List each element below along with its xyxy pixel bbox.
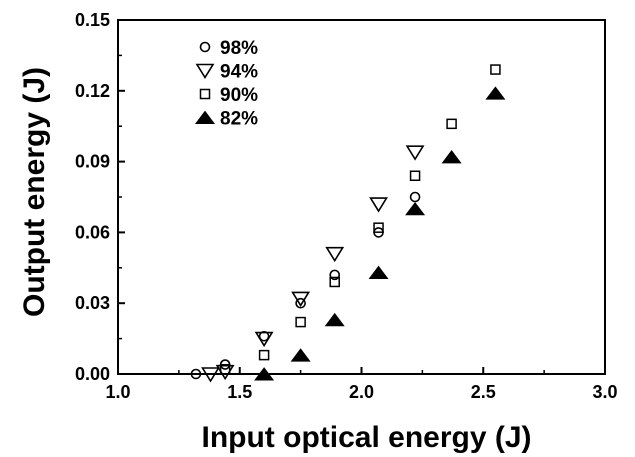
data-point	[329, 269, 341, 281]
x-axis-title: Input optical energy (J)	[201, 421, 531, 454]
data-point	[441, 150, 462, 164]
data-point	[258, 349, 270, 361]
data-point	[290, 348, 311, 362]
data-point	[295, 316, 306, 328]
data-point	[258, 330, 270, 342]
legend-label: 82%	[220, 109, 258, 130]
data-point	[409, 191, 421, 203]
data-point	[405, 145, 425, 161]
legend-marker	[195, 110, 215, 124]
y-tick-label: 0.06	[75, 222, 110, 242]
legend-label: 90%	[220, 85, 258, 106]
data-point	[369, 197, 388, 213]
data-point	[219, 364, 231, 375]
data-point	[291, 291, 311, 308]
data-point	[368, 265, 389, 280]
data-point	[201, 367, 220, 383]
data-point	[254, 331, 274, 348]
y-tick-label: 0.15	[75, 10, 110, 30]
series-82%	[254, 86, 506, 381]
y-axis-title: Output energy (J)	[18, 67, 51, 317]
legend: 98% 94%90% 82%	[195, 38, 258, 130]
data-point	[485, 86, 506, 100]
legend-marker	[199, 41, 211, 53]
y-tick-label: 0.03	[75, 293, 110, 313]
x-tick-label: 2.5	[471, 382, 496, 402]
series-98%	[190, 191, 421, 380]
x-tick-label: 3.0	[592, 382, 617, 402]
data-point	[373, 222, 384, 233]
data-point	[254, 367, 275, 381]
legend-marker	[195, 63, 215, 80]
data-point	[329, 276, 340, 288]
x-tick-label: 1.5	[227, 382, 252, 402]
data-point	[409, 170, 421, 182]
y-axis: 0.00 0.03 0.06 0.09 0.12 0.15	[75, 10, 125, 384]
legend-marker	[199, 88, 211, 100]
x-tick-label: 2.0	[349, 382, 374, 402]
data-point	[190, 368, 202, 380]
legend-label: 94%	[220, 62, 258, 83]
data-point	[490, 64, 501, 75]
data-point	[324, 312, 345, 327]
y-tick-label: 0.12	[75, 81, 110, 101]
y-tick-label: 0.00	[75, 364, 110, 384]
data-point	[295, 297, 306, 309]
x-axis: 1.0 1.5 2.0 2.5 3.0	[105, 367, 618, 402]
legend-label: 98%	[220, 38, 258, 59]
data-point	[446, 118, 457, 130]
x-tick-label: 1.0	[105, 382, 130, 402]
plot-frame	[117, 19, 606, 375]
plot-area	[117, 19, 606, 375]
data-point	[405, 201, 426, 216]
data-point	[325, 246, 345, 263]
data-markers	[190, 64, 506, 383]
series-90%	[219, 64, 501, 375]
series-94%	[201, 145, 425, 383]
y-tick-label: 0.09	[75, 152, 110, 172]
